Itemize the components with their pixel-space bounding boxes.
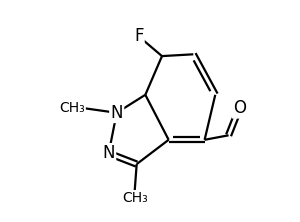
Text: F: F [134, 27, 143, 45]
Text: CH₃: CH₃ [59, 101, 85, 115]
Text: O: O [233, 99, 246, 117]
Text: N: N [103, 144, 115, 162]
Text: N: N [110, 104, 123, 122]
Text: CH₃: CH₃ [122, 191, 148, 205]
